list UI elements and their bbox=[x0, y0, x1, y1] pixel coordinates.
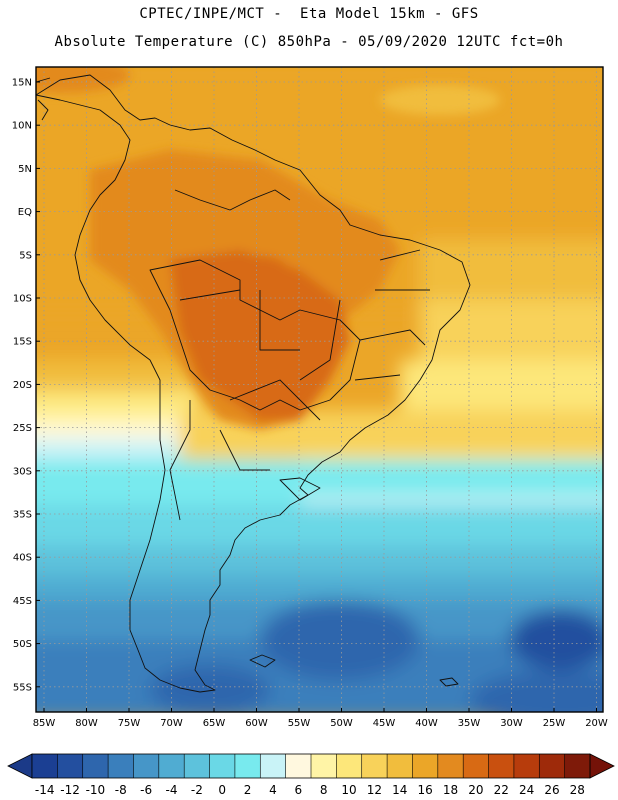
latitude-tick-label: 5S bbox=[19, 250, 32, 261]
latitude-tick-label: 30S bbox=[13, 466, 32, 477]
colorbar-swatch bbox=[564, 754, 591, 778]
longitude-tick-label: 25W bbox=[543, 718, 566, 729]
colorbar-swatch bbox=[133, 754, 160, 778]
latitude-tick-label: 35S bbox=[13, 510, 32, 521]
latitude-tick-label: 25S bbox=[13, 423, 32, 434]
colorbar-swatch bbox=[387, 754, 413, 778]
colorbar-right-arrow bbox=[589, 753, 615, 779]
latitude-tick-label: 40S bbox=[13, 553, 32, 564]
colorbar-label: 12 bbox=[367, 783, 382, 797]
colorbar-swatch bbox=[437, 754, 464, 778]
colorbar-swatch bbox=[234, 754, 261, 778]
longitude-labels: 85W 80W 75W 70W 65W 60W 55W 50W 45W 40W 35W 30W 25W 2… bbox=[33, 708, 608, 729]
longitude-tick-label: 65W bbox=[203, 718, 226, 729]
latitude-tick-label: EQ bbox=[18, 207, 32, 218]
longitude-tick-label: 70W bbox=[160, 718, 183, 729]
colorbar-swatch bbox=[513, 754, 540, 778]
latitude-tick-label: 45S bbox=[13, 596, 32, 607]
chart-title-line-1: CPTEC/INPE/MCT - Eta Model 15km - GFS bbox=[139, 6, 479, 22]
colorbar-swatch bbox=[539, 754, 566, 778]
longitude-tick-label: 80W bbox=[75, 718, 98, 729]
colorbar-swatch bbox=[158, 754, 185, 778]
colorbar-swatch bbox=[184, 754, 210, 778]
colorbar-label: 0 bbox=[218, 783, 226, 797]
colorbar-swatch bbox=[285, 754, 312, 778]
colorbar-label: -12 bbox=[60, 783, 80, 797]
colorbar-swatch bbox=[361, 754, 388, 778]
colorbar-label: -8 bbox=[115, 783, 127, 797]
colorbar-label: 18 bbox=[443, 783, 458, 797]
colorbar-label: -10 bbox=[86, 783, 106, 797]
latitude-tick-label: 15S bbox=[13, 337, 32, 348]
colorbar-label: 8 bbox=[320, 783, 328, 797]
latitude-tick-label: 10N bbox=[12, 121, 32, 132]
colorbar-label: 20 bbox=[468, 783, 483, 797]
colorbar-swatch bbox=[260, 754, 287, 778]
colorbar-swatch bbox=[412, 754, 439, 778]
latitude-tick-label: 15N bbox=[12, 78, 32, 89]
colorbar-swatch bbox=[311, 754, 337, 778]
colorbar-left-arrow bbox=[7, 753, 33, 779]
longitude-tick-label: 30W bbox=[500, 718, 523, 729]
colorbar-label: -2 bbox=[191, 783, 203, 797]
colorbar-swatch bbox=[336, 754, 363, 778]
colorbar-label: -6 bbox=[140, 783, 152, 797]
longitude-tick-label: 85W bbox=[33, 718, 56, 729]
colorbar-swatch bbox=[82, 754, 109, 778]
temperature-colorbar bbox=[7, 753, 615, 779]
coordinate-grid bbox=[36, 67, 603, 712]
longitude-tick-label: 20W bbox=[585, 718, 608, 729]
latitude-tick-label: 10S bbox=[13, 294, 32, 305]
coastlines-and-borders bbox=[35, 74, 471, 693]
colorbar-swatch bbox=[209, 754, 236, 778]
colorbar-label: 16 bbox=[417, 783, 432, 797]
latitude-tick-label: 55S bbox=[13, 682, 32, 693]
latitude-tick-label: 20S bbox=[13, 380, 32, 391]
colorbar-swatch bbox=[488, 754, 515, 778]
colorbar-label: 10 bbox=[341, 783, 356, 797]
latitude-tick-label: 5N bbox=[18, 164, 32, 175]
map-frame bbox=[35, 66, 604, 713]
longitude-tick-label: 55W bbox=[288, 718, 311, 729]
longitude-tick-label: 75W bbox=[118, 718, 141, 729]
colorbar-swatch bbox=[32, 754, 58, 778]
colorbar-label: 22 bbox=[494, 783, 509, 797]
colorbar-labels: -14 -12 -10 -8 -6 -4 -2 0 2 4 6 8 10 12 14 16 18 20 22 24 26… bbox=[35, 783, 585, 797]
colorbar-label: 26 bbox=[544, 783, 559, 797]
latitude-tick-label: 50S bbox=[13, 639, 32, 650]
colorbar-swatch bbox=[108, 754, 134, 778]
colorbar-swatch bbox=[463, 754, 489, 778]
chart-title-line-2: Absolute Temperature (C) 850hPa - 05/09/… bbox=[54, 34, 564, 50]
colorbar-label: 24 bbox=[519, 783, 534, 797]
colorbar-label: -4 bbox=[166, 783, 178, 797]
temperature-field bbox=[36, 67, 603, 712]
colorbar-label: 28 bbox=[570, 783, 585, 797]
latitude-labels: 15N 10N 5N EQ 5S 10S 15S 20S 25S 30S 35S 40S 45S 50S 5… bbox=[12, 78, 40, 693]
longitude-tick-label: 45W bbox=[373, 718, 396, 729]
colorbar-swatch bbox=[57, 754, 84, 778]
colorbar-label: 14 bbox=[392, 783, 407, 797]
colorbar-label: 2 bbox=[244, 783, 252, 797]
longitude-tick-label: 60W bbox=[245, 718, 268, 729]
colorbar-label: 6 bbox=[294, 783, 302, 797]
longitude-tick-label: 50W bbox=[330, 718, 353, 729]
longitude-tick-label: 35W bbox=[458, 718, 481, 729]
colorbar-label: -14 bbox=[35, 783, 55, 797]
colorbar-label: 4 bbox=[269, 783, 277, 797]
longitude-tick-label: 40W bbox=[415, 718, 438, 729]
